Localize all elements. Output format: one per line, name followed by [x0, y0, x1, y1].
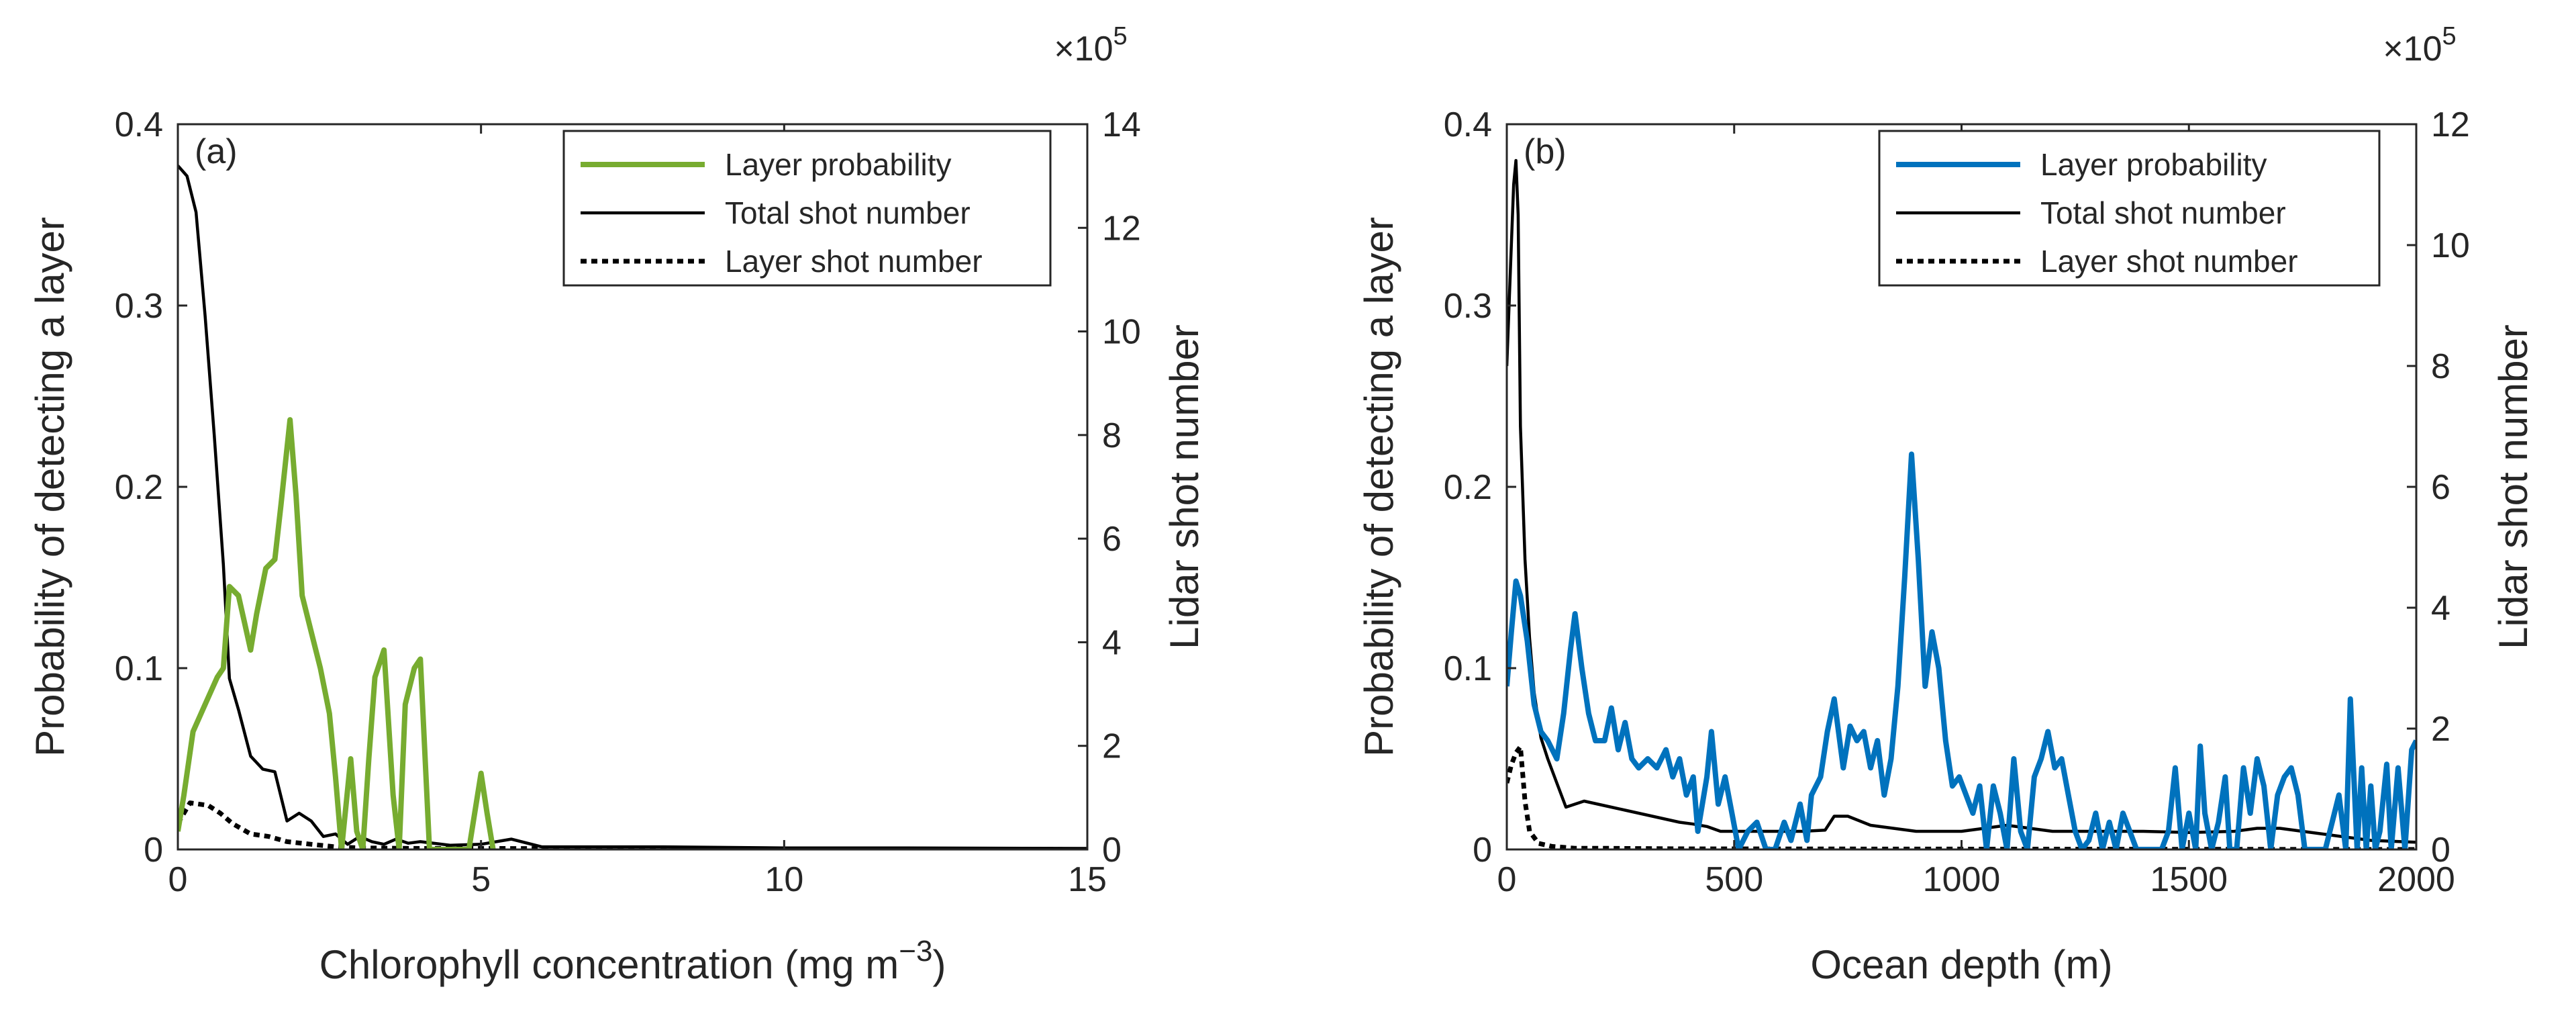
y-right-tick-label: 0	[1102, 831, 1122, 870]
y-right-tick-label: 2	[1102, 727, 1122, 766]
x-axis-label: Ocean depth (m)	[1810, 942, 2112, 987]
legend-label: Layer probability	[2040, 147, 2267, 182]
x-axis-label-close: )	[932, 942, 946, 987]
y-left-tick-label: 0.2	[115, 468, 163, 507]
legend-label: Layer shot number	[2040, 244, 2298, 279]
x-tick-label: 10	[764, 860, 803, 899]
x-tick-label: 1000	[1923, 860, 2001, 899]
x-tick-label: 5	[471, 860, 491, 899]
x-tick-label: 1500	[2150, 860, 2228, 899]
y-left-tick-label: 0.3	[115, 287, 163, 326]
x-axis-label: Chlorophyll concentration (mg m−3)	[319, 935, 946, 987]
legend: Layer probability Total shot number Layer …	[1878, 130, 2381, 287]
x-axis-label-superscript: −3	[899, 935, 932, 968]
legend-label: Layer probability	[725, 147, 952, 182]
y-left-axis-label: Probability of detecting a layer	[28, 217, 72, 757]
y-left-tick-label: 0	[1473, 831, 1492, 870]
y-left-tick-label: 0.1	[1444, 649, 1492, 688]
y-left-tick-label: 0.1	[115, 649, 163, 688]
x-tick-label: 500	[1705, 860, 1763, 899]
y-right-tick-label: 4	[1102, 623, 1122, 662]
legend: Layer probability Total shot number Layer …	[562, 130, 1052, 287]
y-right-axis-label: Lidar shot number	[1162, 324, 1207, 649]
y-right-tick-label: 2	[2431, 710, 2450, 749]
legend-label: Total shot number	[725, 195, 971, 230]
exponent-base: ×10	[2383, 30, 2442, 68]
y-left-axis-label: Probability of detecting a layer	[1356, 217, 1401, 757]
y-right-tick-label: 0	[2431, 831, 2450, 870]
exponent-base: ×10	[1054, 30, 1113, 68]
exponent-power: 5	[1113, 22, 1128, 50]
x-tick-label: 0	[1497, 860, 1517, 899]
panel-b-chart: 0 500 1000 1500 200000.10.20.30.4024681012×1…	[1356, 22, 2536, 987]
y-right-tick-label: 10	[2431, 226, 2470, 265]
series-line-layer-shot-number	[178, 800, 1087, 849]
y-right-tick-label: 14	[1102, 105, 1141, 144]
panel-label: (a)	[195, 132, 238, 171]
y-left-tick-label: 0.2	[1444, 468, 1492, 507]
series-line-layer-probability	[1507, 451, 2416, 849]
legend-box	[562, 130, 1052, 287]
x-tick-label: 15	[1068, 860, 1107, 899]
y-right-tick-label: 8	[2431, 347, 2450, 386]
y-right-tick-label: 8	[1102, 416, 1122, 455]
x-tick-label: 0	[168, 860, 188, 899]
y-right-tick-label: 12	[1102, 209, 1141, 248]
panel-label: (b)	[1524, 132, 1567, 171]
y-right-tick-label: 4	[2431, 589, 2450, 628]
legend-label: Total shot number	[2040, 195, 2286, 230]
y-right-tick-label: 6	[2431, 468, 2450, 507]
right-axis-exponent: ×105	[1054, 22, 1127, 68]
right-axis-exponent: ×105	[2383, 22, 2456, 68]
y-left-tick-label: 0.4	[115, 105, 163, 144]
y-right-tick-label: 10	[1102, 313, 1141, 352]
legend-label: Layer shot number	[725, 244, 983, 279]
x-tick-label: 2000	[2377, 860, 2455, 899]
x-axis-label-text: Ocean depth (m)	[1810, 942, 2112, 987]
y-right-tick-label: 6	[1102, 520, 1122, 559]
exponent-power: 5	[2442, 22, 2457, 50]
y-right-tick-label: 12	[2431, 105, 2470, 144]
panel-a-chart: 0 5 10 1500.10.20.30.402468101214×105(a)Chl…	[28, 22, 1207, 987]
x-axis-label-text: Chlorophyll concentration (mg m	[319, 942, 899, 987]
y-left-tick-label: 0.4	[1444, 105, 1492, 144]
y-left-tick-label: 0	[144, 831, 163, 870]
y-left-tick-label: 0.3	[1444, 287, 1492, 326]
y-right-axis-label: Lidar shot number	[2491, 324, 2536, 649]
series-line-layer-shot-number	[1507, 744, 2416, 849]
series-line-layer-probability	[178, 417, 496, 849]
